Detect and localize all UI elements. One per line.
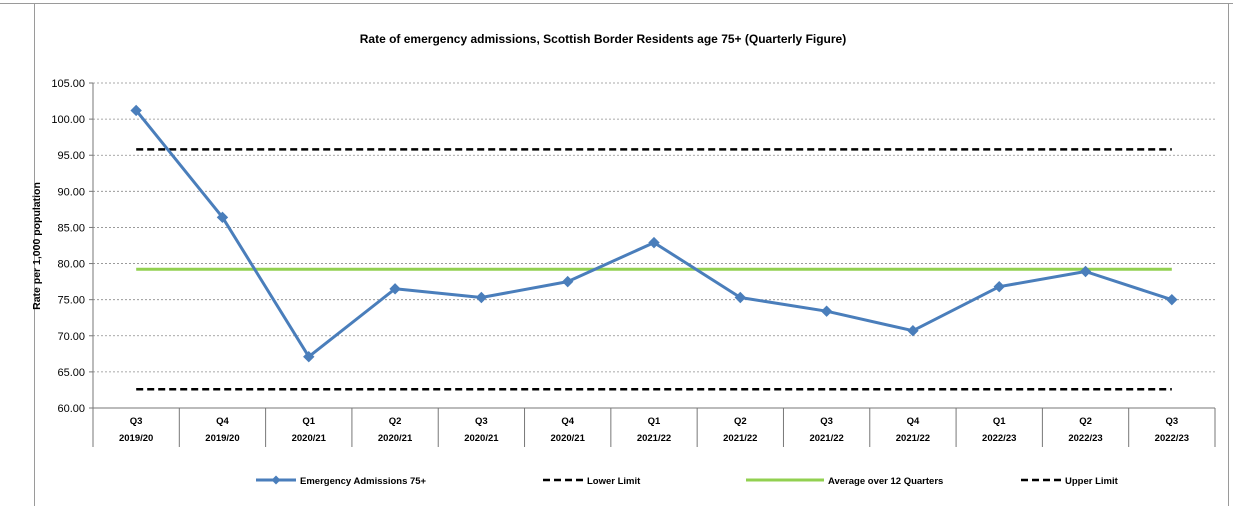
x-tick-label-quarter: Q4: [907, 416, 920, 427]
data-point: [648, 236, 660, 249]
x-tick-label-year: 2021/22: [637, 433, 671, 444]
data-point: [130, 104, 142, 117]
x-tick-label-quarter: Q2: [389, 416, 402, 427]
y-tick-label: 95.00: [57, 150, 85, 162]
x-tick-label-year: 2020/21: [292, 433, 327, 444]
x-tick-label-quarter: Q3: [130, 416, 143, 427]
y-tick-labels: 60.00 65.00 70.00 75.00 80.00 85.00 90.00 95.00…: [51, 78, 85, 415]
data-point: [475, 291, 488, 304]
data-point: [993, 280, 1005, 293]
x-tick-label-year: 2020/21: [464, 433, 499, 444]
data-point: [820, 305, 833, 317]
x-tick-label-year: 2020/21: [551, 433, 586, 444]
x-tick-label-year: 2022/23: [982, 433, 1016, 444]
legend-label-average-over-12-quarters: Average over 12 Quarters: [828, 476, 943, 487]
gridlines: [93, 82, 1215, 373]
x-tick-label-quarter: Q4: [216, 416, 229, 427]
y-tick-label: 90.00: [57, 186, 85, 198]
x-tick-label-year: 2021/22: [723, 433, 757, 444]
x-tick-label-year: 2022/23: [1155, 433, 1189, 444]
y-tick-label: 85.00: [57, 222, 85, 234]
legend-label-lower-limit: Lower Limit: [587, 476, 641, 487]
x-tick-label-year: 2019/20: [119, 433, 153, 444]
frame-top-border: [0, 3, 1233, 4]
x-tick-label-year: 2022/23: [1068, 433, 1102, 444]
x-tick-label-quarter: Q4: [561, 416, 574, 427]
data-point: [216, 211, 229, 224]
x-tick-label-year: 2020/21: [378, 433, 413, 444]
x-tick-label-quarter: Q1: [648, 416, 661, 427]
x-tick-label-year: 2019/20: [205, 433, 239, 444]
y-tick-label: 100.00: [51, 114, 85, 126]
x-tick-label-quarter: Q3: [820, 416, 833, 427]
data-point: [734, 291, 747, 304]
y-tick-label: 105.00: [51, 78, 85, 90]
frame-right-border: [1228, 3, 1229, 506]
y-axis-label: Rate per 1,000 population: [31, 182, 43, 310]
frame-left-border: [34, 3, 35, 506]
y-tick-label: 65.00: [57, 367, 85, 379]
x-tick-label-quarter: Q3: [1166, 416, 1179, 427]
x-tick-label-quarter: Q3: [475, 416, 488, 427]
chart-title: Rate of emergency admissions, Scottish B…: [360, 32, 846, 46]
axes: [89, 82, 1216, 447]
x-tick-label-year: 2021/22: [896, 433, 930, 444]
series-line-emergency-admissions-75: [135, 109, 1173, 359]
series-group: [130, 104, 1178, 391]
x-tick-label-quarter: Q1: [993, 416, 1006, 427]
x-tick-label-quarter: Q2: [734, 416, 747, 427]
data-point: [907, 325, 919, 337]
data-point: [561, 275, 574, 288]
x-tick-label-year: 2021/22: [809, 433, 843, 444]
legend-label-upper-limit: Upper Limit: [1065, 476, 1119, 487]
y-tick-label: 80.00: [57, 259, 85, 271]
data-point: [1079, 265, 1092, 278]
x-tick-label-quarter: Q1: [302, 416, 315, 427]
y-tick-label: 70.00: [57, 331, 85, 343]
data-point: [389, 283, 401, 295]
legend-label-emergency-admissions-75: Emergency Admissions 75+: [300, 476, 427, 487]
x-tick-label-quarter: Q2: [1079, 416, 1092, 427]
y-tick-label: 75.00: [57, 295, 85, 307]
x-category-labels: Q3 2019/20 Q4 2019/20 Q1 2020/21 Q2 2020/21 Q3 20…: [119, 416, 1189, 444]
data-point: [303, 351, 315, 363]
legend: Emergency Admissions 75+ Lower Limit Avera…: [256, 475, 1119, 487]
data-point: [1166, 293, 1178, 306]
legend-marker: [271, 475, 281, 485]
y-tick-label: 60.00: [57, 403, 85, 415]
